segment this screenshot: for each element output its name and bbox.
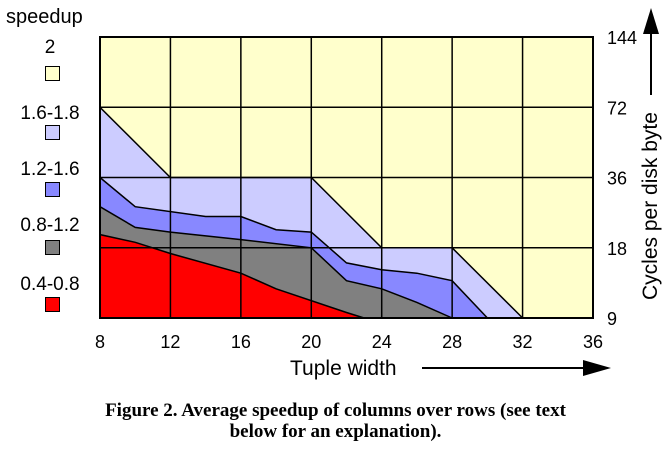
figure-caption: Figure 2. Average speedup of columns ove… xyxy=(0,400,671,442)
y-tick-labels: 9 18 36 72 144 xyxy=(607,28,637,329)
legend-label: 0.4-0.8 xyxy=(20,274,80,295)
legend-swatch xyxy=(45,182,60,197)
x-tick-label: 28 xyxy=(442,332,462,352)
legend-swatch xyxy=(45,125,60,140)
y-axis-label: Cycles per disk byte xyxy=(639,112,662,300)
legend-title: speedup xyxy=(6,6,83,28)
x-tick-label: 24 xyxy=(372,332,392,352)
legend-label: 2 xyxy=(44,37,56,58)
y-tick-label: 72 xyxy=(607,98,627,118)
contour-chart: 8 12 16 20 24 28 32 36 9 18 36 72 144 Tuple width C… xyxy=(95,8,662,380)
x-tick-label: 36 xyxy=(583,332,603,352)
y-axis-arrowhead xyxy=(643,8,659,34)
y-tick-label: 18 xyxy=(607,239,627,259)
x-tick-label: 20 xyxy=(301,332,321,352)
legend-swatch xyxy=(45,297,60,312)
legend-swatch xyxy=(45,66,60,81)
plot-frame xyxy=(99,36,594,319)
caption-line-2: below for an explanation). xyxy=(229,421,442,442)
caption-line-1: Figure 2. Average speedup of columns ove… xyxy=(105,400,566,421)
legend-label: 1.2-1.6 xyxy=(20,159,80,180)
x-tick-labels: 8 12 16 20 24 28 32 36 xyxy=(95,332,603,352)
legend-swatch xyxy=(45,240,60,255)
y-tick-label: 144 xyxy=(607,28,637,48)
x-axis-label: Tuple width xyxy=(290,357,397,380)
x-tick-label: 8 xyxy=(95,332,105,352)
x-axis-arrowhead xyxy=(583,360,611,376)
x-tick-label: 16 xyxy=(231,332,251,352)
x-tick-label: 12 xyxy=(160,332,180,352)
y-tick-label: 36 xyxy=(607,169,627,189)
legend-label: 1.6-1.8 xyxy=(20,103,80,124)
x-tick-label: 32 xyxy=(513,332,533,352)
y-tick-label: 9 xyxy=(607,309,617,329)
legend-label: 0.8-1.2 xyxy=(20,215,80,236)
